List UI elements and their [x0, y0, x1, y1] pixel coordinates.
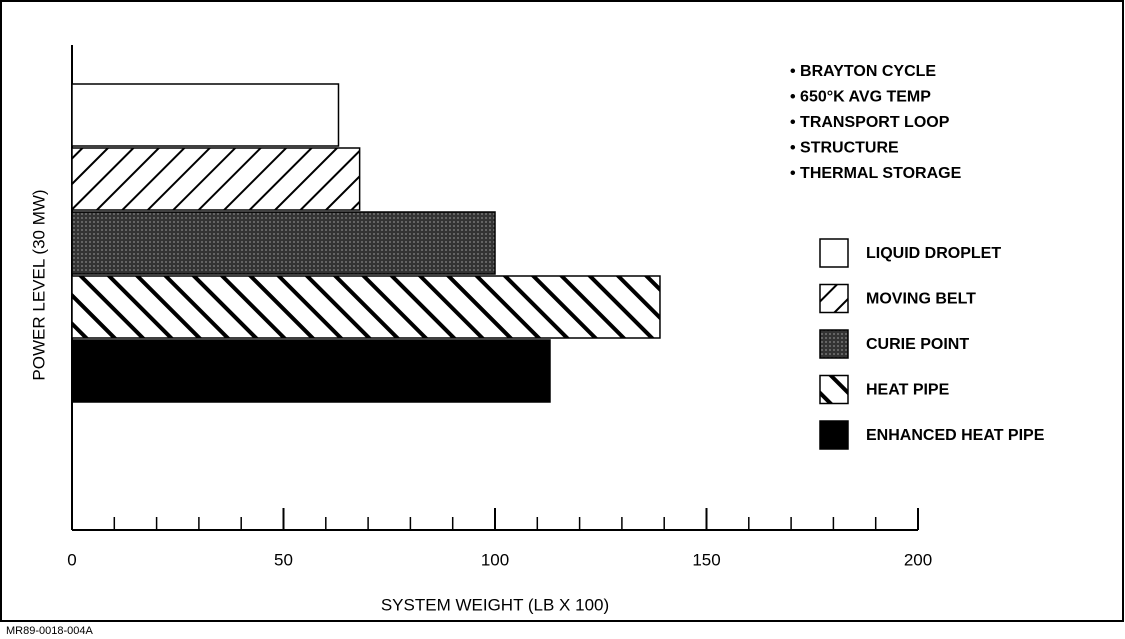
note: • 650°K AVG TEMP — [790, 89, 931, 106]
note: • BRAYTON CYCLE — [790, 63, 936, 80]
bar — [71, 83, 340, 147]
legend-label: LIQUID DROPLET — [866, 245, 1001, 262]
note: • TRANSPORT LOOP — [790, 114, 950, 131]
note: • STRUCTURE — [790, 140, 899, 157]
legend-swatch — [819, 283, 849, 314]
frame — [0, 0, 1124, 622]
legend-label: MOVING BELT — [866, 291, 976, 308]
bar — [71, 275, 661, 339]
x-tick-label: 100 — [481, 550, 509, 569]
bar — [71, 211, 496, 275]
x-tick-label: 0 — [67, 550, 76, 569]
y-axis-label: POWER LEVEL (30 MW) — [29, 189, 48, 380]
legend-label: HEAT PIPE — [866, 382, 950, 399]
legend-swatch — [819, 374, 849, 405]
legend-swatch — [819, 238, 849, 268]
legend-label: ENHANCED HEAT PIPE — [866, 427, 1045, 444]
legend-swatch — [819, 329, 849, 359]
legend-label: CURIE POINT — [866, 336, 969, 353]
x-axis-label: SYSTEM WEIGHT (LB X 100) — [381, 595, 609, 614]
x-tick-label: 200 — [904, 550, 932, 569]
footer: MR89-0018-004A — [6, 625, 93, 637]
legend-swatch — [819, 420, 849, 450]
bar — [71, 339, 551, 403]
x-tick-label: 150 — [692, 550, 720, 569]
x-tick-label: 50 — [274, 550, 293, 569]
bar — [71, 147, 361, 211]
note: • THERMAL STORAGE — [790, 165, 962, 182]
